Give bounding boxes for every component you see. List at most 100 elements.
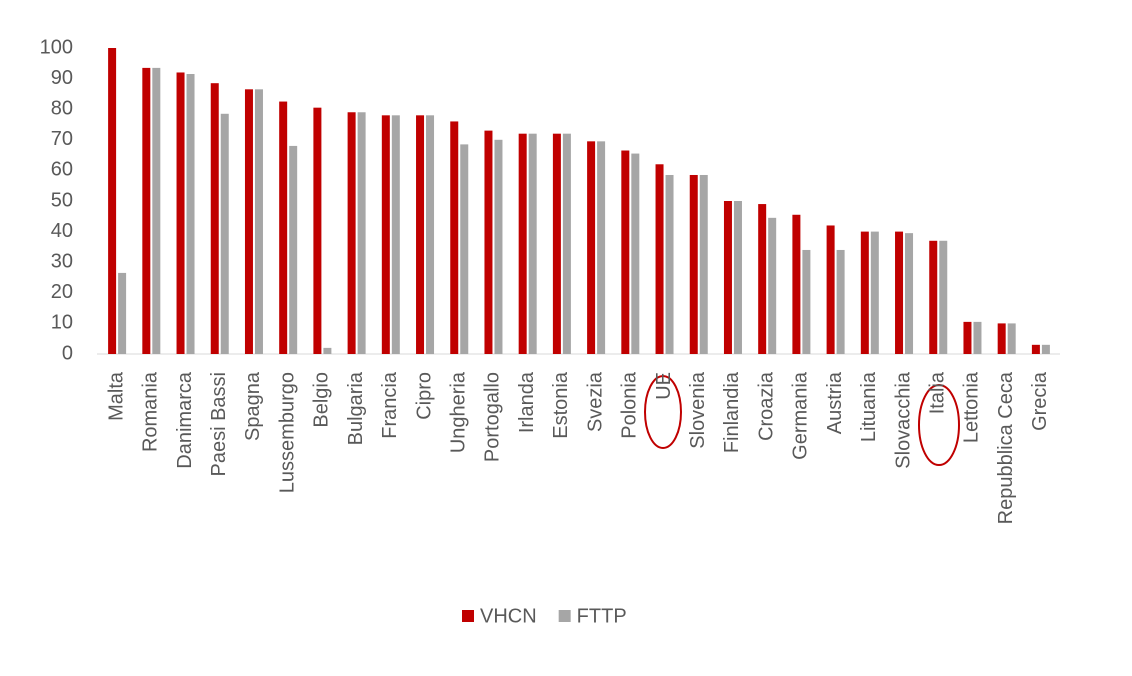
bar: [460, 144, 469, 354]
y-tick-label: 20: [51, 281, 73, 303]
bar: [323, 347, 332, 354]
x-tick-label: Repubblica Ceca: [995, 371, 1017, 524]
x-tick-label: Germania: [790, 371, 812, 460]
x-tick-label: Lituania: [858, 371, 880, 442]
bar: [895, 231, 904, 354]
bar: [665, 174, 674, 354]
x-tick-label: Belgio: [311, 372, 333, 428]
x-tick-label: Finlandia: [721, 371, 743, 453]
highlight-ellipse: [644, 375, 682, 449]
y-tick-label: 80: [51, 97, 73, 119]
bar: [254, 89, 263, 354]
x-tick-label: Francia: [379, 371, 401, 439]
y-tick-label: 40: [51, 220, 73, 242]
x-tick-label: Ungheria: [448, 371, 470, 453]
bar: [416, 115, 425, 354]
legend-swatch: [558, 610, 571, 622]
x-tick-label: Polonia: [619, 371, 641, 439]
bar: [313, 107, 322, 354]
x-tick-label: Lussemburgo: [276, 372, 298, 493]
bar: [210, 83, 219, 354]
bar: [118, 272, 127, 354]
highlight-ellipse: [918, 384, 960, 466]
bar: [562, 133, 571, 354]
bar: [621, 150, 630, 354]
bar: [381, 115, 390, 354]
bar: [597, 141, 606, 354]
x-tick-label: Slovenia: [687, 371, 709, 449]
y-tick-label: 30: [51, 250, 73, 272]
bar: [939, 240, 948, 354]
bar: [357, 112, 366, 354]
x-tick-label: Austria: [824, 371, 846, 434]
bar: [450, 121, 459, 354]
x-tick-label: Cipro: [413, 372, 435, 420]
bar: [1031, 344, 1040, 354]
x-tick-label: Slovacchia: [892, 371, 914, 469]
x-tick-label: Romania: [140, 371, 162, 452]
x-tick-label: Paesi Bassi: [208, 372, 230, 477]
bar: [484, 130, 493, 354]
x-tick-label: Svezia: [584, 371, 606, 432]
bar: [142, 67, 151, 354]
bar: [631, 153, 640, 354]
y-tick-label: 50: [51, 189, 73, 211]
bar: [860, 231, 869, 354]
y-tick-label: 90: [51, 67, 73, 89]
bar: [152, 67, 161, 354]
bar: [391, 115, 400, 354]
bar: [289, 145, 298, 354]
bar: [1007, 323, 1016, 354]
bar: [723, 201, 732, 354]
x-tick-label: Portogallo: [482, 372, 504, 462]
bar: [963, 321, 972, 354]
x-tick-label: Irlanda: [516, 371, 538, 433]
bar: [826, 225, 835, 354]
bar: [108, 48, 117, 354]
bar: [802, 249, 811, 354]
bar: [176, 72, 185, 354]
x-tick-label: Grecia: [1029, 371, 1051, 431]
bar: [186, 74, 195, 354]
bar: [836, 249, 845, 354]
y-tick-label: 0: [62, 342, 73, 364]
y-tick-label: 60: [51, 159, 73, 181]
bar: [244, 89, 253, 354]
bar: [279, 101, 288, 354]
x-tick-label: Bulgaria: [345, 371, 367, 445]
bar: [929, 240, 938, 354]
bar: [518, 133, 527, 354]
x-tick-label: Croazia: [755, 371, 777, 441]
bar: [733, 201, 742, 354]
bar: [347, 112, 356, 354]
bar: [699, 174, 708, 354]
y-tick-label: 100: [40, 36, 73, 58]
legend-swatch: [462, 610, 474, 622]
bar: [220, 113, 229, 354]
bar: [973, 321, 982, 354]
x-tick-label: Danimarca: [174, 371, 196, 469]
bar: [997, 323, 1006, 354]
bar: [587, 141, 596, 354]
x-tick-label: UE: [653, 372, 675, 400]
bar: [689, 174, 698, 354]
bar: [494, 139, 503, 354]
bar: [552, 133, 561, 354]
bar: [768, 217, 777, 354]
x-tick-label: Estonia: [550, 371, 572, 439]
y-tick-label: 70: [51, 128, 73, 150]
x-tick-label: Italia: [927, 371, 949, 414]
bar: [870, 231, 879, 354]
bar: [528, 133, 537, 354]
x-tick-label: Malta: [105, 371, 127, 421]
bar: [758, 204, 767, 354]
legend-label: VHCN: [480, 605, 537, 627]
y-tick-label: 10: [51, 312, 73, 334]
x-tick-label: Spagna: [242, 371, 264, 441]
bar: [655, 164, 664, 354]
bar: [905, 233, 914, 354]
bar: [1041, 344, 1050, 354]
bar: [426, 115, 435, 354]
legend-label: FTTP: [577, 605, 627, 627]
